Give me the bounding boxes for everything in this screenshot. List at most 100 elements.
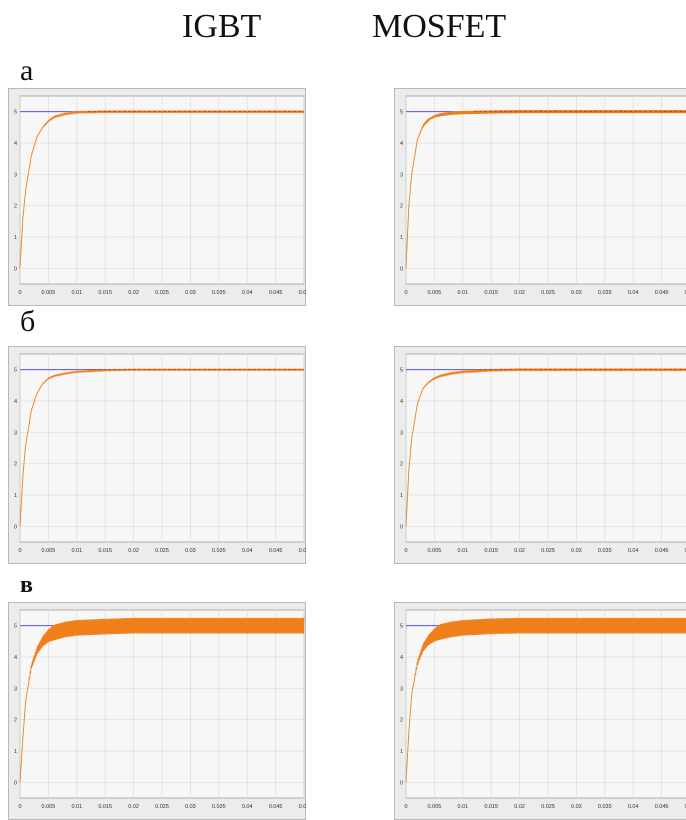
x-tick-label: 0.025 [155,548,169,554]
x-tick-label: 0.025 [541,548,555,554]
x-tick-label: 0.045 [269,548,283,554]
plot-b-mosfet: 0 0.005 0.01 0.015 0.02 0.025 0.03 0.035 0.04 0.0… [394,346,686,564]
x-tick-label: 0.045 [655,804,669,810]
y-tick-label: 1 [400,235,403,241]
y-tick-label: 3 [400,172,403,178]
x-tick-label: 0.025 [155,804,169,810]
y-tick-label: 4 [400,141,403,147]
x-tick-label: 0.015 [484,290,498,296]
y-tick-label: 3 [14,686,17,692]
y-tick-label: 5 [14,368,17,374]
x-tick-label: 0.005 [42,804,56,810]
x-tick-label: 0.03 [571,548,582,554]
y-tick-label: 4 [14,655,17,661]
y-tick-label: 3 [400,430,403,436]
x-tick-label: 0.03 [571,804,582,810]
x-tick-label: 0.04 [628,548,639,554]
x-tick-label: 0.025 [541,290,555,296]
y-tick-label: 1 [400,749,403,755]
x-tick-label: 0.03 [185,548,196,554]
x-tick-label: 0.045 [269,290,283,296]
y-tick-label: 0 [14,780,17,786]
x-tick-label: 0.02 [514,290,525,296]
x-tick-label: 0.01 [457,290,468,296]
y-tick-label: 2 [14,718,17,724]
x-tick-label: 0 [18,804,21,810]
y-tick-label: 2 [14,204,17,210]
row-label-c: в [20,572,33,599]
x-tick-label: 0.035 [212,804,226,810]
y-tick-label: 4 [400,655,403,661]
x-tick-label: 0.035 [212,548,226,554]
x-tick-label: 0.01 [457,804,468,810]
y-tick-label: 0 [14,266,17,272]
x-tick-label: 0.025 [155,290,169,296]
x-tick-label: 0.015 [484,548,498,554]
x-tick-label: 0.015 [484,804,498,810]
x-tick-label: 0.01 [457,548,468,554]
y-tick-label: 2 [400,718,403,724]
plot-area [406,96,686,284]
y-tick-label: 1 [14,235,17,241]
chart-svg-b-mosfet: 0 0.005 0.01 0.015 0.02 0.025 0.03 0.035 0.04 0.0… [394,346,686,564]
x-tick-label: 0.04 [628,290,639,296]
y-tick-label: 5 [400,624,403,630]
x-tick-label: 0.02 [128,804,139,810]
x-tick-label: 0 [18,548,21,554]
x-tick-label: 0 [404,804,407,810]
plot-area [406,610,686,798]
x-tick-label: 0.005 [428,548,442,554]
y-tick-label: 1 [14,749,17,755]
x-tick-label: 0.02 [514,804,525,810]
x-tick-label: 0.005 [428,290,442,296]
x-tick-label: 0.01 [71,290,82,296]
x-tick-label: 0.03 [185,804,196,810]
x-tick-label: 0.03 [185,290,196,296]
y-tick-label: 2 [14,462,17,468]
x-tick-label: 0.035 [598,548,612,554]
row-label-b: б [20,305,35,339]
x-tick-label: 0.015 [98,548,112,554]
x-tick-label: 0.04 [242,548,253,554]
x-tick-label: 0 [404,548,407,554]
y-tick-label: 0 [400,780,403,786]
y-tick-label: 2 [400,462,403,468]
x-tick-label: 0.02 [514,548,525,554]
y-tick-label: 4 [400,399,403,405]
x-tick-label: 0.035 [598,290,612,296]
x-tick-label: 0.035 [212,290,226,296]
x-tick-label: 0.02 [128,290,139,296]
x-tick-label: 0.015 [98,290,112,296]
y-tick-label: 5 [14,110,17,116]
y-tick-label: 4 [14,399,17,405]
x-tick-label: 0.005 [42,548,56,554]
y-tick-label: 5 [400,368,403,374]
x-tick-label: 0.04 [628,804,639,810]
y-tick-label: 0 [14,524,17,530]
column-header-igbt: IGBT [182,8,261,46]
y-tick-label: 0 [400,266,403,272]
x-tick-label: 0.05 [299,548,306,554]
y-tick-label: 5 [14,624,17,630]
x-tick-label: 0.025 [541,804,555,810]
row-label-a: a [20,54,33,88]
y-tick-label: 1 [14,493,17,499]
x-tick-label: 0.04 [242,804,253,810]
x-tick-label: 0.005 [42,290,56,296]
x-tick-label: 0.015 [98,804,112,810]
x-tick-label: 0.035 [598,804,612,810]
x-tick-label: 0.05 [299,290,306,296]
x-tick-label: 0 [18,290,21,296]
y-tick-label: 4 [14,141,17,147]
x-tick-label: 0.045 [655,290,669,296]
x-tick-label: 0.045 [655,548,669,554]
